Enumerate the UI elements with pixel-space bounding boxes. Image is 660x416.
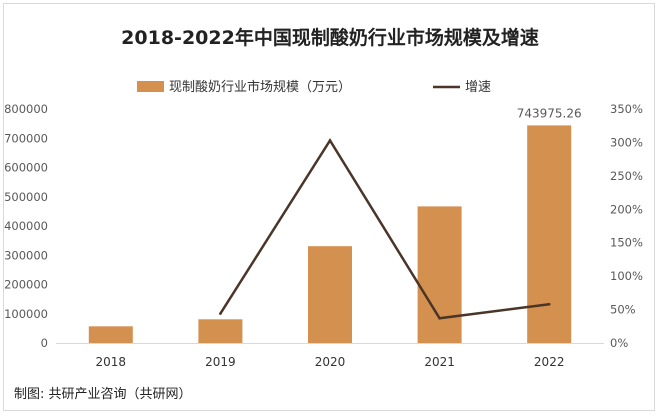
bar — [527, 125, 572, 343]
plot-area: 0 100000 200000 300000 400000 500000 600000 700… — [4, 102, 643, 369]
x-tick-label: 2021 — [424, 355, 455, 369]
x-tick-label: 2020 — [315, 355, 346, 369]
y-left-tick-label: 200000 — [4, 278, 48, 292]
legend-bar-label: 现制酸奶行业市场规模（万元） — [169, 79, 351, 95]
x-tick-label: 2019 — [205, 355, 236, 369]
y-left-tick-label: 400000 — [4, 219, 48, 233]
growth-point — [547, 302, 551, 306]
y-left-tick-label: 500000 — [4, 190, 48, 204]
bar — [198, 319, 243, 343]
y-right-tick-label: 0% — [610, 336, 628, 350]
x-tick-label: 2022 — [534, 355, 565, 369]
y-left-tick-label: 300000 — [4, 248, 48, 262]
bar — [88, 326, 133, 343]
y-right-tick-label: 250% — [610, 169, 643, 183]
legend-bar-swatch — [137, 81, 164, 92]
source-note: 制图: 共研产业咨询（共研网） — [14, 387, 192, 402]
y-right-tick-label: 150% — [610, 236, 643, 250]
chart-title: 2018-2022年中国现制酸奶行业市场规模及增速 — [121, 26, 539, 49]
y-left-tick-label: 600000 — [4, 161, 48, 175]
legend-line-label: 增速 — [465, 80, 491, 95]
y-right-tick-label: 100% — [610, 269, 643, 283]
y-right-tick-label: 350% — [610, 102, 643, 116]
y-left-tick-label: 800000 — [4, 102, 48, 116]
y-left-tick-label: 700000 — [4, 131, 48, 145]
y-left-tick-label: 0 — [41, 336, 48, 350]
y-right-tick-label: 50% — [610, 303, 636, 317]
bar — [308, 246, 352, 343]
growth-line — [219, 138, 550, 320]
x-tick-label: 2018 — [96, 355, 127, 369]
growth-point — [219, 312, 222, 315]
growth-point — [438, 316, 441, 320]
bar — [417, 206, 462, 343]
y-left-tick-label: 100000 — [4, 307, 48, 321]
growth-point — [328, 139, 332, 142]
y-right-tick-label: 300% — [610, 135, 643, 149]
data-label: 743975.26 — [517, 106, 582, 120]
y-right-tick-label: 200% — [610, 202, 643, 216]
legend: 现制酸奶行业市场规模（万元） 增速 — [137, 79, 491, 95]
